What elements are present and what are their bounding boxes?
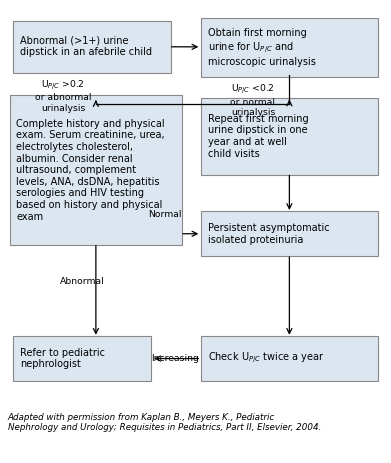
FancyBboxPatch shape bbox=[13, 20, 170, 73]
Text: Increasing: Increasing bbox=[151, 354, 199, 363]
Text: Abnormal (>1+) urine
dipstick in an afebrile child: Abnormal (>1+) urine dipstick in an afeb… bbox=[20, 36, 152, 57]
FancyBboxPatch shape bbox=[201, 211, 378, 257]
FancyBboxPatch shape bbox=[13, 336, 151, 381]
FancyBboxPatch shape bbox=[201, 98, 378, 175]
FancyBboxPatch shape bbox=[10, 95, 182, 245]
Text: Complete history and physical
exam. Serum creatinine, urea,
electrolytes cholest: Complete history and physical exam. Seru… bbox=[16, 119, 165, 222]
Text: Abnormal: Abnormal bbox=[59, 277, 104, 286]
Text: Check U$_{P/C}$ twice a year: Check U$_{P/C}$ twice a year bbox=[208, 351, 325, 366]
Text: Normal: Normal bbox=[149, 210, 182, 219]
Text: Obtain first morning
urine for U$_{P/C}$ and
microscopic urinalysis: Obtain first morning urine for U$_{P/C}$… bbox=[208, 28, 316, 67]
FancyBboxPatch shape bbox=[201, 18, 378, 77]
Text: Repeat first morning
urine dipstick in one
year and at well
child visits: Repeat first morning urine dipstick in o… bbox=[208, 114, 308, 159]
Text: Adapted with permission from Kaplan B., Meyers K., Pediatric
Nephrology and Urol: Adapted with permission from Kaplan B., … bbox=[8, 413, 321, 432]
Text: Persistent asymptomatic
isolated proteinuria: Persistent asymptomatic isolated protein… bbox=[208, 223, 329, 244]
Text: U$_{P/C}$ >0.2
or abnormal
urinalysis: U$_{P/C}$ >0.2 or abnormal urinalysis bbox=[35, 78, 91, 113]
Text: U$_{P/C}$ <0.2
or normal
urinalysis: U$_{P/C}$ <0.2 or normal urinalysis bbox=[230, 82, 276, 117]
Text: Refer to pediatric
nephrologist: Refer to pediatric nephrologist bbox=[20, 348, 105, 369]
FancyBboxPatch shape bbox=[201, 336, 378, 381]
